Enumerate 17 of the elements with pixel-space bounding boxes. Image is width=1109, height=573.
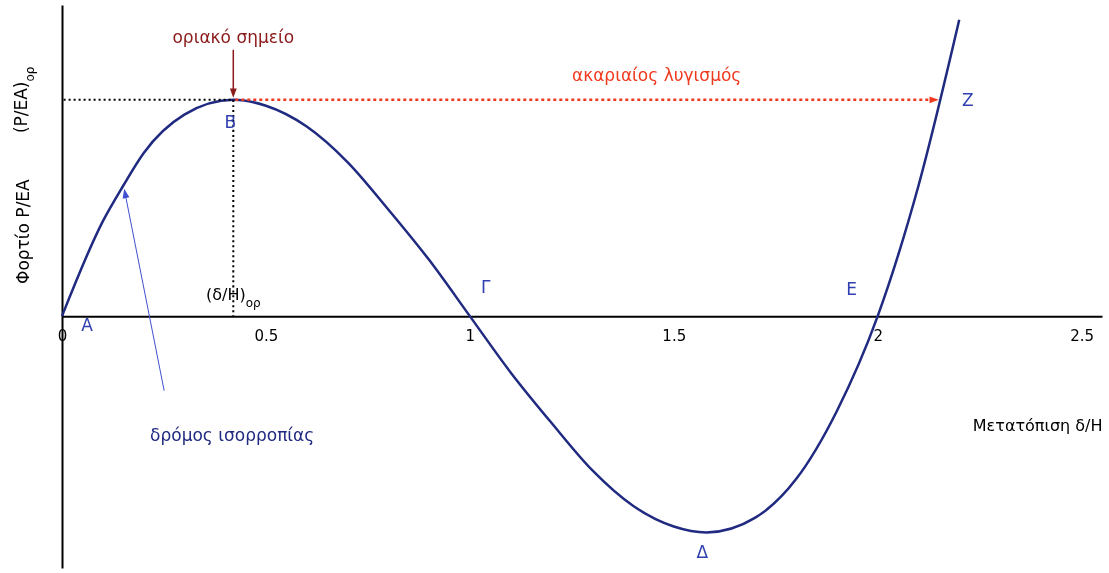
annotation: E xyxy=(846,279,858,300)
annotation: οριακό σημείο xyxy=(172,26,295,47)
x-axis-title: Μετατόπιση δ/H xyxy=(972,415,1103,435)
x-tick-label: 1 xyxy=(465,326,476,345)
x-tick-label: 2.5 xyxy=(1070,326,1095,345)
x-tick-label: 1.5 xyxy=(662,326,687,345)
annotation: Δ xyxy=(696,542,709,563)
annotation: δρόμος ισορροπίας xyxy=(150,424,315,445)
x-tick-label: 2 xyxy=(873,326,883,345)
y-axis-title: Φορτίο P/EA xyxy=(12,178,33,284)
annotation: A xyxy=(81,315,94,336)
annotation: ακαριαίος λυγισμός xyxy=(571,64,742,85)
x-tick-label: 0.5 xyxy=(254,326,279,345)
annotation: Γ xyxy=(481,277,492,298)
annotation: B xyxy=(224,111,237,132)
annotation: Z xyxy=(962,89,974,110)
annotation: (δ/H)$_{ορ}$ xyxy=(205,285,261,311)
